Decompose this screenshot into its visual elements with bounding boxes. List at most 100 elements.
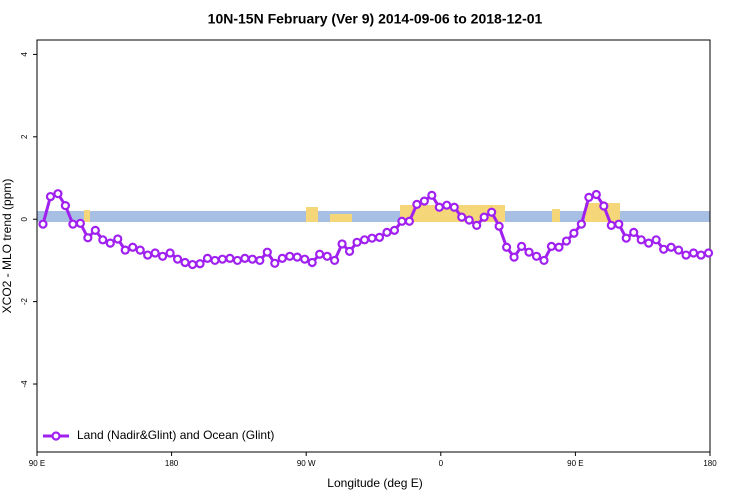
point — [202, 253, 213, 263]
point — [195, 259, 205, 269]
point — [225, 253, 235, 263]
point — [412, 199, 422, 209]
y-tick-label: -2 — [20, 298, 29, 306]
point — [352, 237, 362, 247]
point — [621, 233, 631, 243]
point — [143, 250, 153, 260]
point — [599, 201, 609, 211]
band-patch — [585, 203, 620, 222]
band-patch — [330, 214, 352, 222]
x-tick-label: 0 — [439, 459, 444, 468]
y-tick-label: 0 — [20, 216, 29, 221]
point — [165, 248, 175, 258]
point — [524, 247, 534, 257]
plot-frame — [36, 39, 711, 453]
point — [479, 212, 489, 222]
x-tick-label: 180 — [703, 459, 717, 468]
point — [83, 233, 93, 243]
point — [98, 235, 108, 245]
legend: Land (Nadir&Glint) and Ocean (Glint) — [43, 428, 274, 442]
point — [703, 248, 714, 258]
point — [150, 248, 160, 258]
point — [673, 245, 684, 255]
point — [576, 219, 586, 229]
band-patch — [84, 210, 90, 222]
point — [337, 239, 347, 249]
point — [285, 251, 295, 261]
x-tick-label: 90 E — [567, 459, 583, 468]
x-tick-label: 90 W — [297, 459, 316, 468]
point — [531, 251, 542, 261]
point — [502, 242, 512, 252]
point — [315, 249, 325, 259]
point — [644, 238, 654, 248]
point — [307, 257, 317, 268]
point — [60, 201, 71, 211]
y-tick-label: 4 — [20, 52, 29, 57]
legend-marker — [51, 431, 61, 441]
point — [659, 244, 669, 254]
point — [262, 247, 272, 257]
point — [449, 202, 459, 212]
point — [434, 202, 444, 212]
point — [277, 253, 287, 263]
band — [37, 211, 710, 222]
point — [464, 215, 474, 225]
point — [128, 242, 138, 252]
point — [487, 207, 497, 217]
point — [666, 242, 676, 252]
point — [397, 216, 407, 226]
ocean-band — [37, 203, 710, 222]
legend-label: Land (Nadir&Glint) and Ocean (Glint) — [77, 428, 274, 442]
point — [539, 255, 549, 266]
point — [614, 219, 624, 229]
point — [232, 255, 243, 266]
point — [68, 219, 78, 229]
point — [374, 232, 385, 242]
point — [217, 254, 228, 264]
point — [404, 216, 414, 226]
point — [210, 255, 220, 266]
point — [322, 251, 332, 261]
point — [255, 255, 265, 266]
point — [651, 235, 661, 245]
point — [367, 233, 377, 243]
point — [419, 196, 429, 206]
point — [270, 258, 280, 268]
point — [584, 192, 594, 202]
x-tick-label: 180 — [165, 459, 179, 468]
point — [359, 235, 370, 245]
point — [382, 227, 392, 238]
chart-title: 10N-15N February (Ver 9) 2014-09-06 to 2… — [208, 11, 543, 27]
point — [688, 248, 699, 258]
point — [606, 220, 616, 230]
band-patch — [306, 207, 318, 222]
y-axis-label: XCO2 - MLO trend (ppm) — [0, 179, 14, 314]
point — [292, 252, 302, 262]
point — [554, 242, 564, 252]
point — [344, 246, 355, 256]
point — [53, 189, 63, 199]
point — [135, 245, 145, 255]
x-axis-label: Longitude (deg E) — [327, 476, 422, 490]
point — [330, 255, 340, 266]
point — [90, 225, 100, 235]
point — [247, 254, 257, 264]
x-tick-label: 90 E — [29, 459, 45, 468]
point — [494, 221, 504, 231]
point — [45, 191, 56, 202]
point — [636, 235, 646, 245]
point — [38, 219, 48, 229]
band-patch — [400, 205, 505, 222]
point — [180, 257, 190, 268]
point — [516, 241, 527, 252]
point — [158, 251, 168, 261]
point — [546, 241, 557, 252]
point — [389, 225, 400, 235]
y-tick-label: 2 — [20, 134, 29, 139]
y-tick-label: -4 — [20, 380, 29, 388]
point — [681, 250, 691, 260]
point — [240, 253, 250, 263]
point — [457, 212, 467, 222]
